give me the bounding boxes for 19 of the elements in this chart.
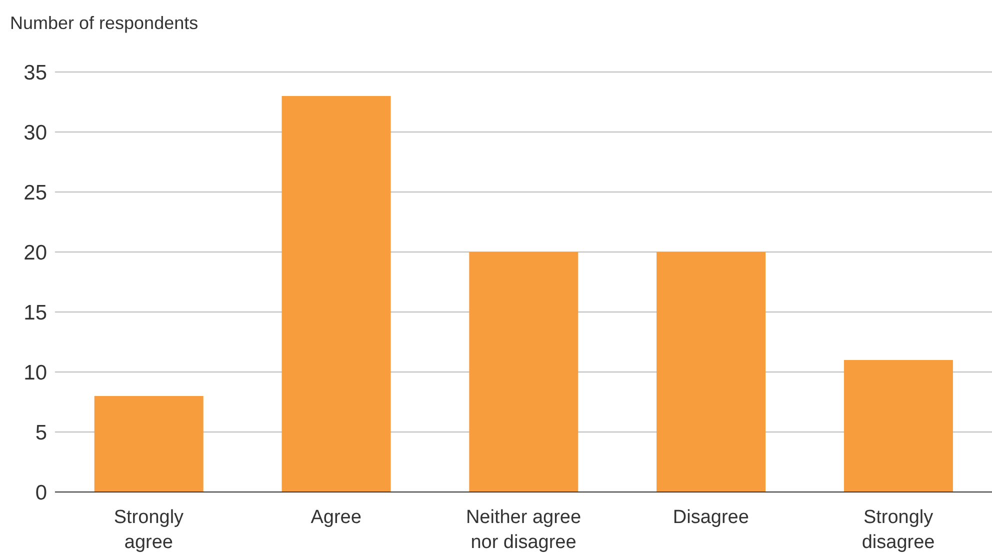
- y-tick-label: 15: [24, 301, 47, 324]
- x-tick-label: Strongly disagree: [862, 507, 935, 553]
- y-tick-label: 10: [24, 361, 47, 384]
- y-tick-label: 0: [35, 481, 47, 504]
- x-tick-label: Disagree: [672, 507, 749, 528]
- bar: [94, 396, 204, 492]
- bar: [656, 252, 766, 492]
- y-tick-label: 5: [35, 421, 47, 444]
- y-tick-label: 35: [24, 61, 47, 84]
- x-tick-label: Strongly agree: [114, 507, 184, 553]
- bar: [282, 96, 391, 492]
- y-tick-label: 30: [24, 121, 47, 144]
- x-tick-label: Agree: [310, 507, 362, 528]
- bar: [844, 360, 953, 492]
- bar: [469, 252, 578, 492]
- x-tick-label: Neither agree nor disagree: [466, 507, 582, 553]
- y-tick-label: 20: [24, 241, 47, 264]
- y-tick-label: 25: [24, 181, 47, 204]
- y-axis-title: Number of respondents: [10, 13, 198, 34]
